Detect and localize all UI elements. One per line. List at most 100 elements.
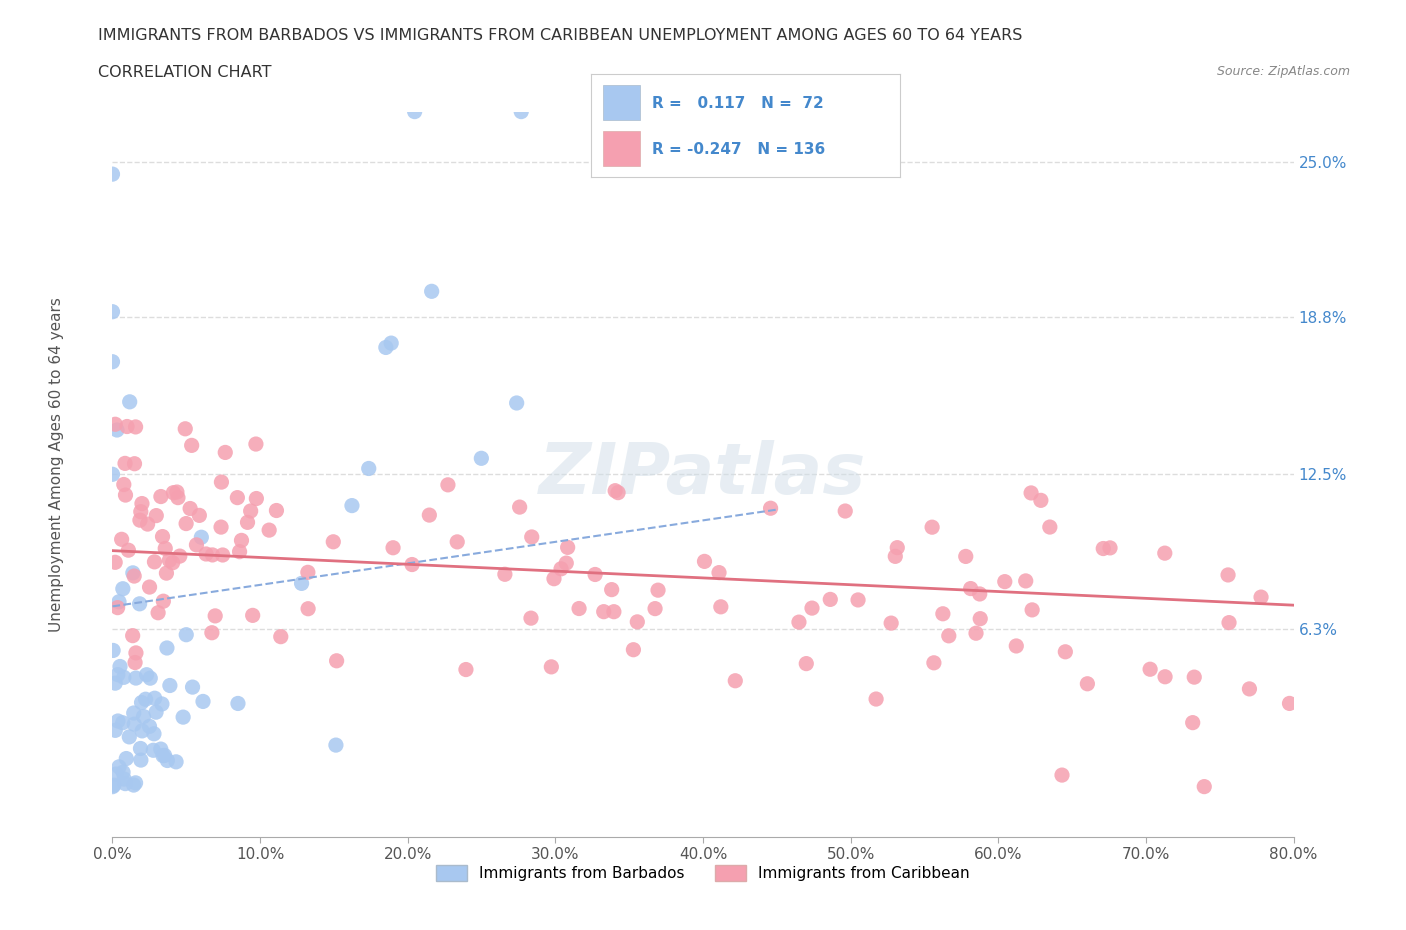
Immigrants from Barbados (374, 340, 396, 355)
Immigrants from Caribbean (174, 421, 197, 436)
Immigrants from Caribbean (922, 656, 945, 671)
Immigrants from Barbados (128, 596, 150, 611)
Immigrants from Caribbean (226, 490, 249, 505)
Immigrants from Barbados (156, 753, 179, 768)
Immigrants from Caribbean (759, 500, 782, 515)
Immigrants from Caribbean (1050, 767, 1073, 782)
Immigrants from Caribbean (125, 645, 148, 660)
Immigrants from Barbados (150, 697, 173, 711)
Immigrants from Caribbean (122, 568, 145, 583)
Immigrants from Caribbean (211, 548, 233, 563)
Immigrants from Caribbean (550, 562, 572, 577)
Immigrants from Barbados (112, 670, 135, 684)
Immigrants from Caribbean (112, 477, 135, 492)
Immigrants from Caribbean (693, 554, 716, 569)
Immigrants from Caribbean (454, 662, 477, 677)
Immigrants from Barbados (132, 709, 155, 724)
Immigrants from Caribbean (965, 626, 987, 641)
Immigrants from Caribbean (1005, 639, 1028, 654)
Immigrants from Caribbean (138, 579, 160, 594)
Immigrants from Caribbean (600, 582, 623, 597)
Immigrants from Caribbean (401, 557, 423, 572)
Immigrants from Caribbean (1182, 670, 1205, 684)
Immigrants from Caribbean (1194, 779, 1216, 794)
Immigrants from Barbados (122, 777, 145, 792)
Immigrants from Caribbean (245, 436, 267, 451)
Immigrants from Caribbean (886, 540, 908, 555)
Immigrants from Caribbean (603, 604, 626, 619)
Immigrants from Barbados (165, 754, 187, 769)
Immigrants from Caribbean (644, 601, 666, 616)
Immigrants from Barbados (139, 671, 162, 685)
Immigrants from Barbados (131, 724, 153, 738)
Immigrants from Caribbean (266, 503, 288, 518)
Immigrants from Barbados (101, 354, 124, 369)
Immigrants from Caribbean (209, 520, 232, 535)
Immigrants from Caribbean (149, 489, 172, 504)
Text: ZIPatlas: ZIPatlas (540, 440, 866, 509)
Immigrants from Caribbean (117, 543, 139, 558)
FancyBboxPatch shape (603, 130, 640, 166)
Immigrants from Caribbean (557, 540, 579, 555)
Immigrants from Barbados (181, 680, 204, 695)
Immigrants from Caribbean (1015, 574, 1038, 589)
Immigrants from Caribbean (1278, 696, 1301, 711)
Immigrants from Caribbean (188, 508, 211, 523)
Immigrants from Caribbean (236, 515, 259, 530)
Immigrants from Barbados (101, 467, 124, 482)
Immigrants from Caribbean (884, 549, 907, 564)
Immigrants from Barbados (505, 395, 527, 410)
Immigrants from Caribbean (969, 611, 991, 626)
Immigrants from Caribbean (520, 611, 543, 626)
Immigrants from Barbados (122, 717, 145, 732)
Immigrants from Caribbean (1039, 520, 1062, 535)
Immigrants from Caribbean (543, 571, 565, 586)
Immigrants from Barbados (118, 394, 141, 409)
Immigrants from Barbados (621, 104, 644, 119)
Immigrants from Barbados (129, 752, 152, 767)
Immigrants from Caribbean (820, 592, 842, 607)
Immigrants from Barbados (124, 776, 146, 790)
Immigrants from Caribbean (959, 581, 981, 596)
Immigrants from Barbados (112, 764, 135, 779)
Immigrants from Caribbean (129, 504, 152, 519)
Immigrants from Barbados (131, 695, 153, 710)
Immigrants from Caribbean (239, 503, 262, 518)
Text: Source: ZipAtlas.com: Source: ZipAtlas.com (1216, 65, 1350, 78)
Immigrants from Caribbean (1239, 682, 1261, 697)
Immigrants from Barbados (115, 751, 138, 766)
Legend: Immigrants from Barbados, Immigrants from Caribbean: Immigrants from Barbados, Immigrants fro… (430, 859, 976, 887)
Immigrants from Caribbean (124, 655, 146, 670)
Immigrants from Barbados (156, 641, 179, 656)
Immigrants from Barbados (145, 705, 167, 720)
Immigrants from Caribbean (121, 628, 143, 643)
Immigrants from Caribbean (167, 490, 190, 505)
Text: IMMIGRANTS FROM BARBADOS VS IMMIGRANTS FROM CARIBBEAN UNEMPLOYMENT AMONG AGES 60: IMMIGRANTS FROM BARBADOS VS IMMIGRANTS F… (98, 28, 1022, 43)
Immigrants from Caribbean (201, 625, 224, 640)
Immigrants from Caribbean (707, 565, 730, 580)
Immigrants from Barbados (112, 772, 135, 787)
Immigrants from Barbados (174, 627, 197, 642)
Immigrants from Caribbean (623, 643, 645, 658)
Immigrants from Caribbean (242, 608, 264, 623)
Immigrants from Caribbean (846, 592, 869, 607)
Immigrants from Barbados (380, 336, 402, 351)
Immigrants from Barbados (325, 737, 347, 752)
Immigrants from Barbados (135, 692, 157, 707)
Immigrants from Caribbean (152, 529, 174, 544)
Immigrants from Barbados (108, 659, 131, 674)
Immigrants from Caribbean (794, 657, 817, 671)
Immigrants from Caribbean (297, 602, 319, 617)
Immigrants from Caribbean (231, 533, 253, 548)
Immigrants from Caribbean (166, 485, 188, 499)
Immigrants from Barbados (129, 741, 152, 756)
Immigrants from Caribbean (204, 608, 226, 623)
Immigrants from Barbados (191, 694, 214, 709)
Immigrants from Caribbean (228, 544, 250, 559)
Immigrants from Barbados (101, 166, 124, 181)
Immigrants from Caribbean (724, 673, 747, 688)
Immigrants from Caribbean (169, 549, 191, 564)
Immigrants from Caribbean (136, 517, 159, 532)
Immigrants from Barbados (159, 678, 181, 693)
Immigrants from Caribbean (1054, 644, 1077, 659)
